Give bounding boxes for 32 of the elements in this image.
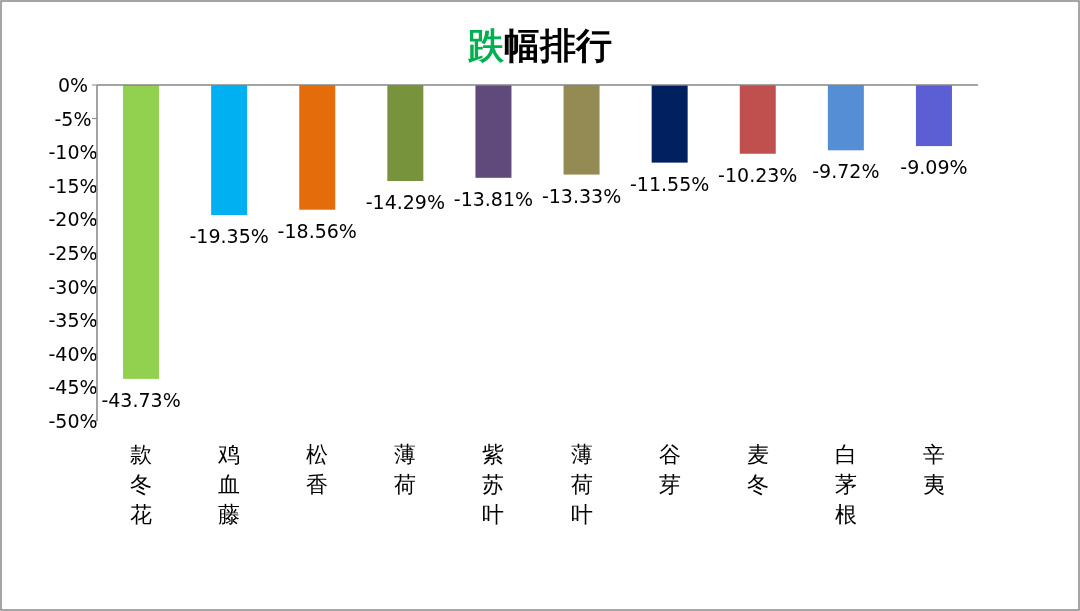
y-tick-label: 0% — [57, 74, 89, 96]
y-tick-label: -35% — [48, 309, 98, 332]
y-tick-label: -50% — [48, 410, 98, 432]
x-tick-label: 款冬花 — [130, 442, 153, 527]
y-tick-label: -10% — [48, 141, 98, 164]
y-tick-label: -5% — [54, 107, 92, 130]
x-tick-label: 麦冬 — [746, 442, 769, 497]
data-label: -18.56% — [277, 219, 357, 242]
x-tick-label: 鸡血藤 — [217, 442, 241, 527]
y-tick-label: -30% — [48, 275, 98, 298]
x-tick-label: 白茅根 — [834, 442, 857, 527]
x-tick-label: 辛夷 — [922, 442, 945, 497]
data-label: -14.29% — [365, 191, 446, 214]
y-tick-label: -15% — [48, 174, 98, 197]
data-label: -11.55% — [629, 172, 710, 195]
x-tick-label: 薄荷叶 — [570, 442, 593, 527]
data-label: -19.35% — [189, 225, 269, 248]
data-label: -9.09% — [900, 156, 968, 179]
y-tick-label: -20% — [48, 208, 98, 231]
data-label: -43.73% — [101, 388, 181, 411]
x-tick-label: 薄荷 — [394, 442, 417, 497]
data-label: -10.23% — [718, 163, 798, 186]
data-label: -13.81% — [453, 187, 534, 210]
x-tick-label: 松香 — [306, 442, 329, 497]
x-tick-label: 紫苏叶 — [482, 442, 505, 527]
data-label: -9.72% — [812, 160, 880, 183]
x-tick-label: 谷芽 — [658, 442, 681, 497]
y-tick-label: -40% — [48, 342, 98, 365]
y-tick-label: -25% — [48, 242, 98, 264]
data-label: -13.33% — [541, 184, 622, 207]
chart-title: 跌幅排行 — [467, 25, 612, 66]
y-tick-label: -45% — [48, 376, 98, 399]
